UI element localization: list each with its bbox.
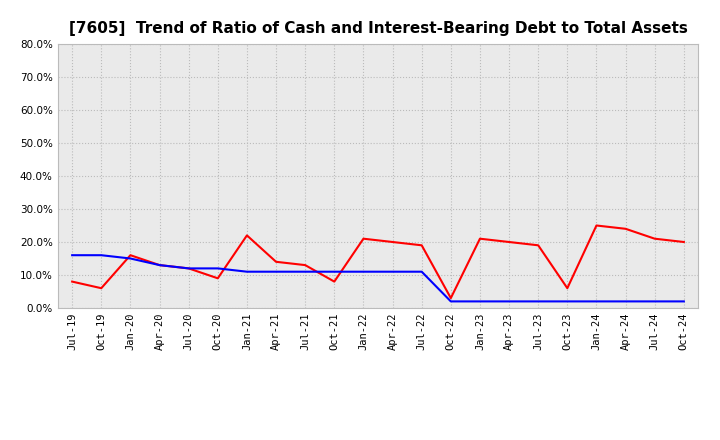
Cash [446, 296, 455, 301]
Cash [650, 236, 659, 241]
Cash [592, 223, 600, 228]
Line: Interest-Bearing Debt: Interest-Bearing Debt [72, 255, 684, 301]
Cash [271, 259, 280, 264]
Cash [534, 243, 543, 248]
Title: [7605]  Trend of Ratio of Cash and Interest-Bearing Debt to Total Assets: [7605] Trend of Ratio of Cash and Intere… [68, 21, 688, 36]
Cash [388, 239, 397, 245]
Interest-Bearing Debt [476, 299, 485, 304]
Interest-Bearing Debt [680, 299, 688, 304]
Interest-Bearing Debt [243, 269, 251, 275]
Cash [621, 226, 630, 231]
Cash [301, 262, 310, 268]
Cash [330, 279, 338, 284]
Line: Cash: Cash [72, 225, 684, 298]
Interest-Bearing Debt [650, 299, 659, 304]
Cash [68, 279, 76, 284]
Interest-Bearing Debt [621, 299, 630, 304]
Interest-Bearing Debt [330, 269, 338, 275]
Cash [359, 236, 368, 241]
Cash [243, 233, 251, 238]
Interest-Bearing Debt [505, 299, 513, 304]
Interest-Bearing Debt [126, 256, 135, 261]
Interest-Bearing Debt [68, 253, 76, 258]
Cash [680, 239, 688, 245]
Interest-Bearing Debt [534, 299, 543, 304]
Interest-Bearing Debt [418, 269, 426, 275]
Cash [213, 275, 222, 281]
Interest-Bearing Debt [446, 299, 455, 304]
Interest-Bearing Debt [592, 299, 600, 304]
Cash [97, 286, 106, 291]
Interest-Bearing Debt [301, 269, 310, 275]
Cash [156, 262, 164, 268]
Interest-Bearing Debt [213, 266, 222, 271]
Interest-Bearing Debt [359, 269, 368, 275]
Cash [418, 243, 426, 248]
Interest-Bearing Debt [97, 253, 106, 258]
Cash [476, 236, 485, 241]
Interest-Bearing Debt [271, 269, 280, 275]
Cash [126, 253, 135, 258]
Interest-Bearing Debt [563, 299, 572, 304]
Interest-Bearing Debt [388, 269, 397, 275]
Interest-Bearing Debt [156, 262, 164, 268]
Cash [184, 266, 193, 271]
Cash [563, 286, 572, 291]
Cash [505, 239, 513, 245]
Interest-Bearing Debt [184, 266, 193, 271]
